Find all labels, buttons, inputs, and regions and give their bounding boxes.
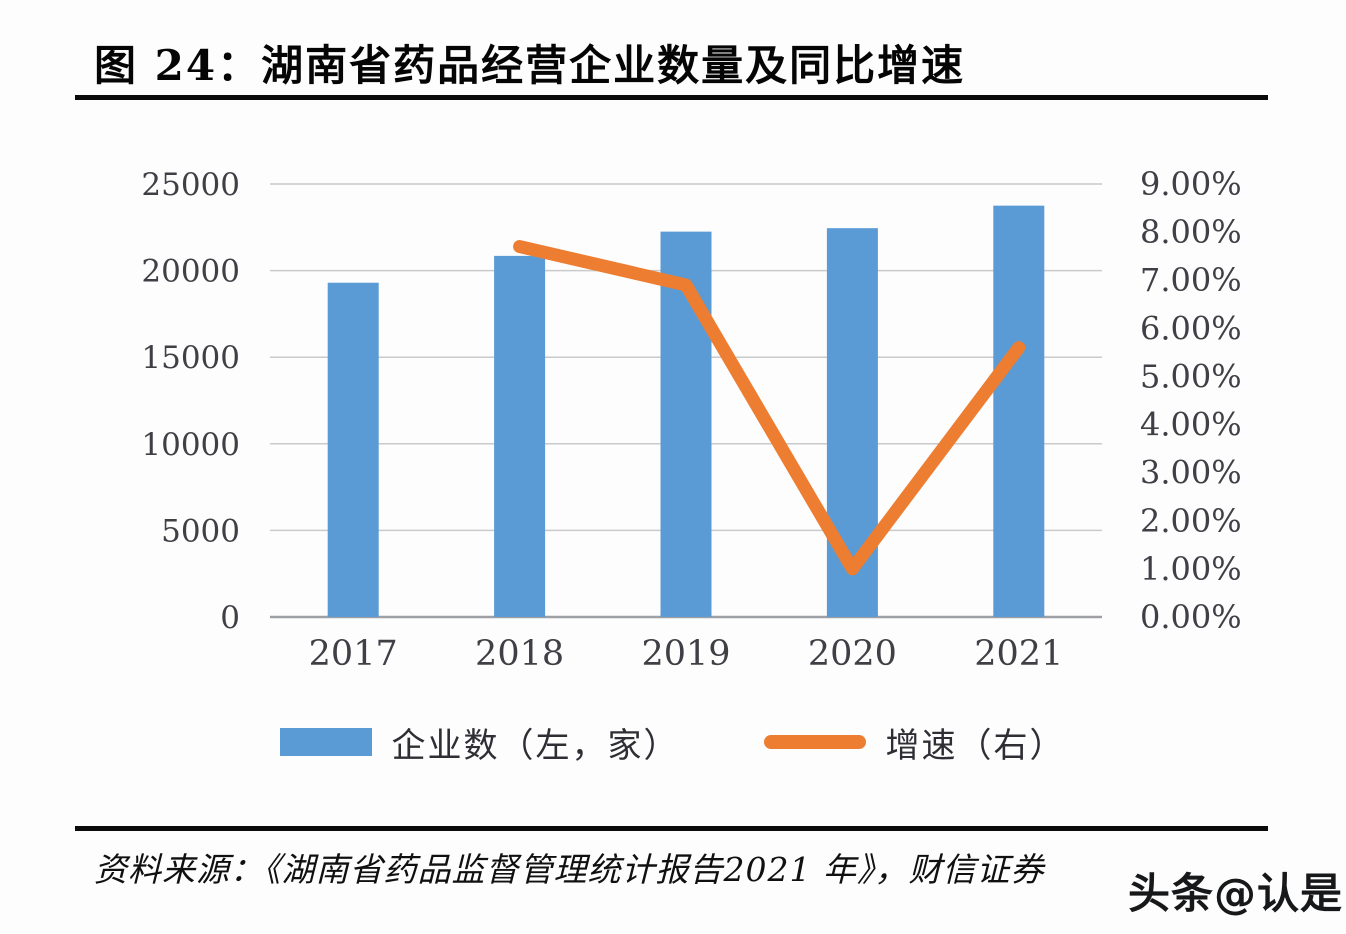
right-axis-tick: 4.00% <box>1140 406 1242 444</box>
right-axis-tick: 0.00% <box>1140 598 1242 636</box>
left-axis-tick: 25000 <box>141 167 240 203</box>
right-axis-tick: 1.00% <box>1140 550 1242 588</box>
bar-2018 <box>494 255 546 617</box>
bar-series-label: 企业数（左，家） <box>391 725 680 766</box>
line-series-swatch <box>763 735 866 749</box>
left-axis-tick: 0 <box>220 600 240 636</box>
right-axis-tick: 9.00% <box>1140 165 1242 203</box>
x-axis-label-2017: 2017 <box>309 634 398 674</box>
growth-line <box>513 240 1026 576</box>
right-axis-tick: 6.00% <box>1140 309 1242 347</box>
line-series-label: 增速（右） <box>885 725 1066 766</box>
watermark: 头条@认是 <box>1128 869 1344 918</box>
bar-series-swatch <box>279 728 372 756</box>
legend-item-growth: 增速（右） <box>763 718 1066 767</box>
combo-chart: 0 5000 10000 15000 20000 25000 0.00% 1.00% 2.00%… <box>141 165 1242 674</box>
source-divider <box>75 826 1268 831</box>
figure-title: 图 24：湖南省药品经营企业数量及同比增速 <box>94 41 966 90</box>
left-axis-tick: 10000 <box>141 427 240 463</box>
x-axis-label-2018: 2018 <box>475 634 564 674</box>
right-axis-tick: 7.00% <box>1140 261 1242 299</box>
left-axis-tick: 5000 <box>161 513 240 549</box>
x-axis-label-2021: 2021 <box>974 634 1063 674</box>
x-axis-label-2020: 2020 <box>808 634 897 674</box>
left-axis-tick: 15000 <box>141 340 240 376</box>
title-divider <box>75 95 1268 100</box>
bar-2021 <box>993 205 1045 617</box>
left-axis-tick: 20000 <box>141 254 240 290</box>
source-note: 资料来源：《湖南省药品监督管理统计报告2021 年》，财信证券 <box>94 850 1045 889</box>
right-axis-tick: 3.00% <box>1140 454 1242 492</box>
right-axis-tick: 5.00% <box>1140 357 1242 395</box>
legend-item-enterprises: 企业数（左，家） <box>279 718 680 767</box>
chart-area: 0 5000 10000 15000 20000 25000 0.00% 1.00% 2.00%… <box>75 140 1270 700</box>
chart-legend: 企业数（左，家） 增速（右） <box>75 710 1270 774</box>
right-axis-tick: 8.00% <box>1140 213 1242 251</box>
bar-2017 <box>327 282 379 617</box>
x-axis-label-2019: 2019 <box>641 634 730 674</box>
right-axis-tick: 2.00% <box>1140 502 1242 540</box>
